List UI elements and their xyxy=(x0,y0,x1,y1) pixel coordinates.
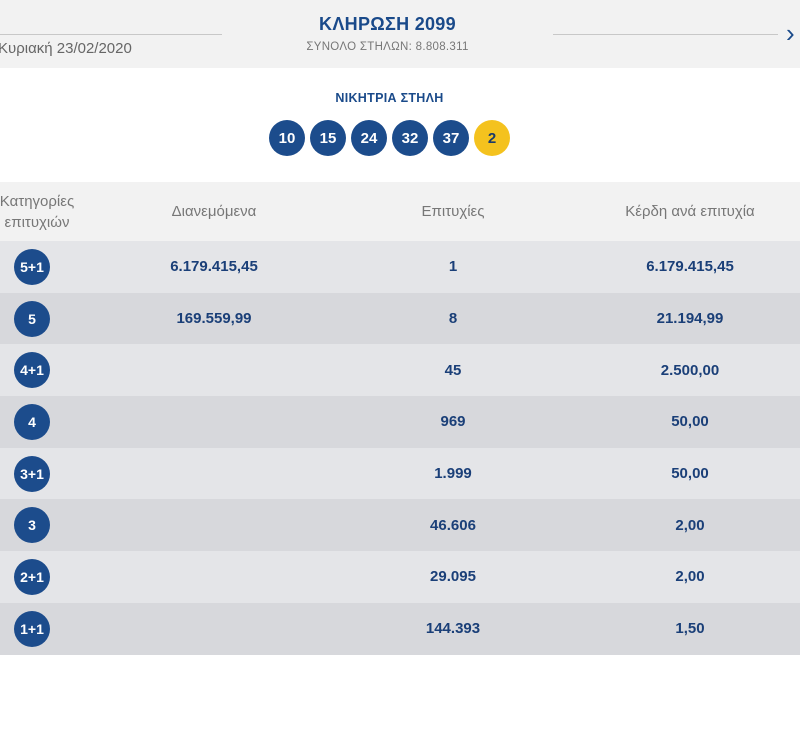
header-category: Κατηγορίες επιτυχιών xyxy=(0,192,75,231)
table-row: 5 169.559,99 8 21.194,99 xyxy=(0,292,800,345)
table-row: 3+1 1.999 50,00 xyxy=(0,447,800,500)
distributed-amount xyxy=(114,603,314,655)
winners-count: 45 xyxy=(444,361,462,379)
category-badge: 1+1 xyxy=(14,610,50,647)
table-row: 4+1 45 2.500,00 xyxy=(0,344,800,397)
winning-number-ball: 32 xyxy=(392,120,428,156)
distributed-amount xyxy=(114,499,314,551)
winners-count: 144.393 xyxy=(425,620,481,638)
header-distributed: Διανεμόμενα xyxy=(171,203,257,220)
prize-per-winner: 1,50 xyxy=(675,620,705,638)
winners-count: 46.606 xyxy=(430,516,476,534)
joker-ball: 2 xyxy=(474,120,510,156)
prize-table: Κατηγορίες επιτυχιών Διανεμόμενα Επιτυχί… xyxy=(0,182,800,655)
prize-per-winner: 2.500,00 xyxy=(660,361,720,379)
distributed-amount xyxy=(114,396,314,448)
distributed-amount xyxy=(114,344,314,396)
winners-count: 1.999 xyxy=(434,465,472,483)
draw-header: Κυριακή 23/02/2020 ΚΛΗΡΩΣΗ 2099 ΣΥΝΟΛΟ Σ… xyxy=(0,0,800,68)
winners-count: 8 xyxy=(448,310,458,328)
total-columns: ΣΥΝΟΛΟ ΣΤΗΛΩΝ: 8.808.311 xyxy=(306,41,469,53)
category-badge: 4+1 xyxy=(14,352,50,389)
prize-per-winner: 6.179.415,45 xyxy=(646,258,734,276)
prize-per-winner: 50,00 xyxy=(671,465,709,483)
table-row: 4 969 50,00 xyxy=(0,396,800,448)
prize-per-winner: 50,00 xyxy=(671,413,709,431)
winners-count: 969 xyxy=(440,413,466,431)
winning-number-ball: 10 xyxy=(269,120,305,156)
prize-per-winner: 2,00 xyxy=(675,568,705,586)
winners-count: 29.095 xyxy=(430,568,476,586)
distributed-amount: 6.179.415,45 xyxy=(170,258,258,276)
draw-title: ΚΛΗΡΩΣΗ 2099 xyxy=(319,14,456,34)
table-row: 3 46.606 2,00 xyxy=(0,499,800,552)
prize-per-winner: 21.194,99 xyxy=(656,310,724,328)
distributed-amount: 169.559,99 xyxy=(176,310,252,328)
header-prize: Κέρδη ανά επιτυχία xyxy=(625,203,755,220)
next-draw-arrow-icon[interactable]: › xyxy=(786,18,795,48)
table-row: 2+1 29.095 2,00 xyxy=(0,551,800,603)
table-header: Κατηγορίες επιτυχιών Διανεμόμενα Επιτυχί… xyxy=(0,182,800,241)
category-badge: 5+1 xyxy=(14,248,50,285)
category-badge: 4 xyxy=(14,403,50,440)
divider-left xyxy=(0,34,222,35)
winning-numbers: 10 15 24 32 37 2 xyxy=(0,120,779,156)
category-badge: 5 xyxy=(14,300,50,337)
header-winners: Επιτυχίες xyxy=(421,203,485,220)
table-row: 1+1 144.393 1,50 xyxy=(0,602,800,655)
divider-right xyxy=(553,34,778,35)
category-badge: 3+1 xyxy=(14,455,50,492)
category-badge: 3 xyxy=(14,507,50,544)
table-row: 5+1 6.179.415,45 1 6.179.415,45 xyxy=(0,241,800,293)
winning-number-ball: 37 xyxy=(433,120,469,156)
winning-column-label: ΝΙΚΗΤΡΙΑ ΣΤΗΛΗ xyxy=(335,91,444,105)
prize-per-winner: 2,00 xyxy=(675,516,705,534)
winning-number-ball: 15 xyxy=(310,120,346,156)
winners-count: 1 xyxy=(448,258,458,276)
winning-number-ball: 24 xyxy=(351,120,387,156)
distributed-amount xyxy=(114,448,314,500)
draw-date: Κυριακή 23/02/2020 xyxy=(0,40,132,57)
distributed-amount xyxy=(114,551,314,603)
category-badge: 2+1 xyxy=(14,558,50,595)
